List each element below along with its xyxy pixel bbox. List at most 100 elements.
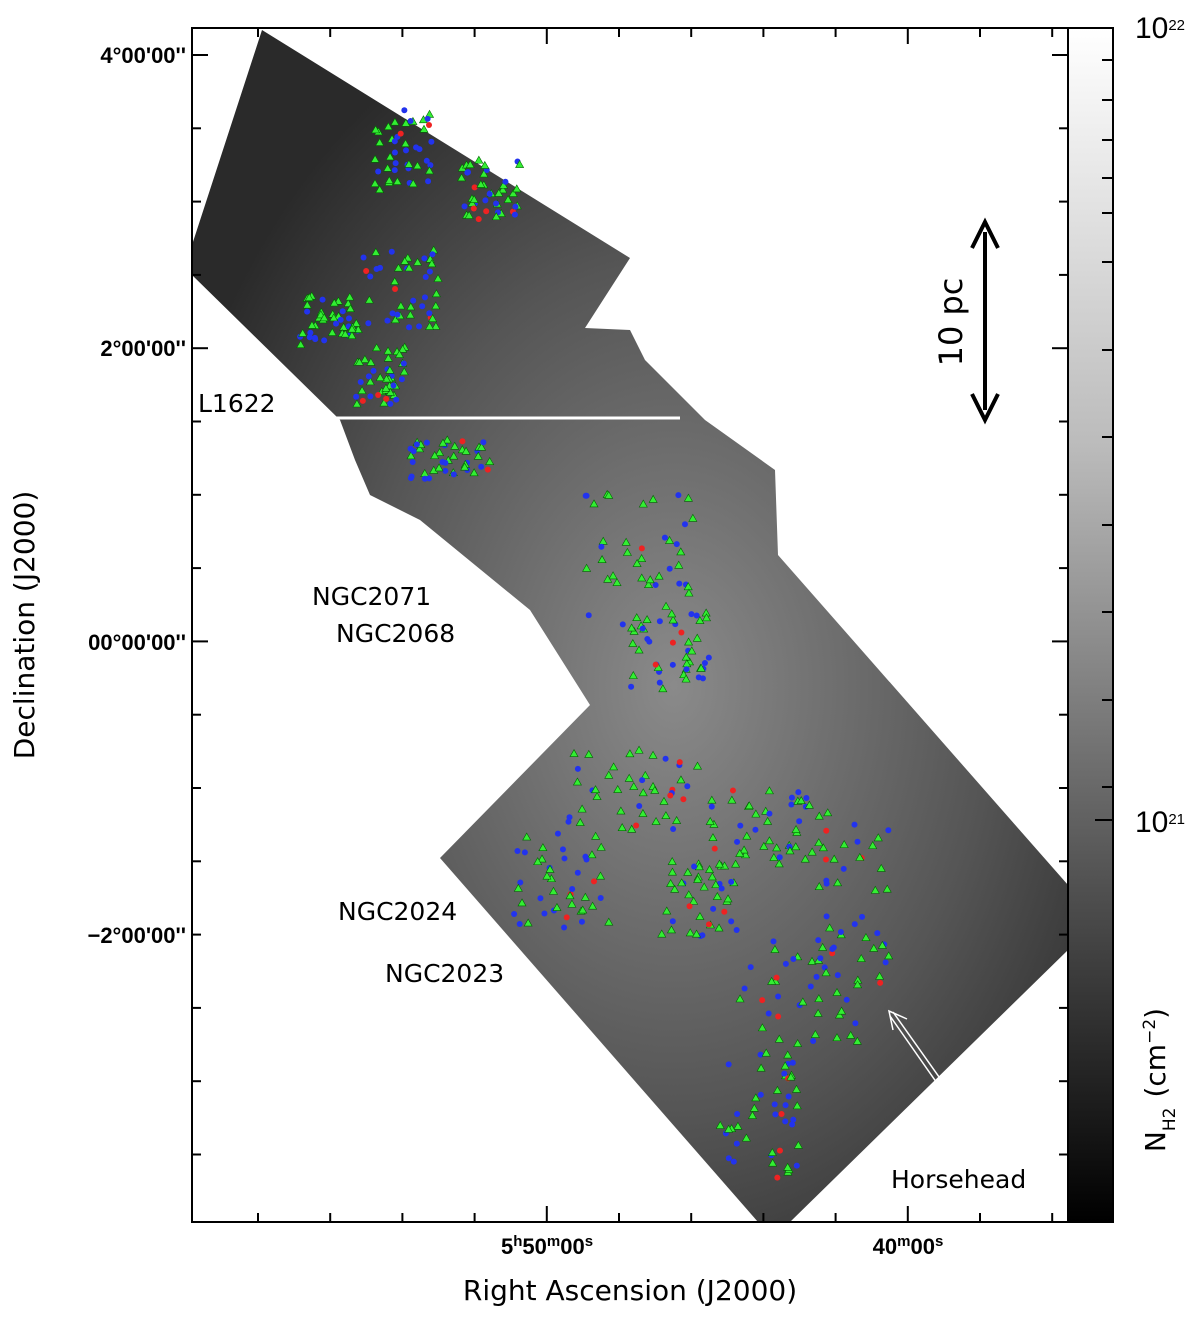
source-marker — [392, 285, 399, 292]
source-marker — [612, 578, 622, 586]
source-marker — [337, 316, 344, 323]
x-tick-label-part: 40 — [873, 1234, 897, 1259]
source-marker — [306, 334, 313, 341]
source-marker — [686, 903, 693, 910]
source-marker — [421, 255, 428, 262]
source-marker — [583, 492, 590, 499]
source-marker — [744, 801, 754, 810]
source-marker — [577, 804, 587, 813]
source-marker — [768, 1158, 778, 1167]
source-marker — [728, 878, 735, 885]
source-marker — [367, 273, 374, 280]
source-marker — [473, 451, 483, 460]
source-marker — [701, 613, 712, 622]
source-marker — [590, 785, 601, 794]
source-marker — [494, 188, 504, 197]
source-marker — [478, 463, 485, 470]
source-marker — [792, 1084, 802, 1093]
source-marker — [684, 890, 694, 899]
source-marker — [747, 964, 754, 971]
source-marker — [692, 633, 702, 642]
source-marker — [352, 399, 362, 408]
colorbar-tick-label-part: 22 — [1168, 17, 1185, 34]
source-marker — [680, 796, 687, 803]
source-marker — [870, 885, 880, 894]
source-marker — [498, 180, 509, 189]
y-axis-label: Declination (J2000) — [8, 491, 41, 760]
source-marker — [640, 770, 650, 779]
source-marker — [333, 320, 340, 327]
source-marker — [694, 862, 704, 871]
source-marker — [354, 357, 364, 366]
source-marker — [733, 1121, 743, 1130]
source-marker — [770, 938, 777, 945]
source-marker — [695, 911, 705, 920]
source-marker — [429, 251, 436, 258]
source-marker — [435, 448, 445, 456]
source-marker — [425, 178, 432, 185]
source-marker — [460, 462, 470, 471]
source-marker — [793, 1140, 803, 1149]
source-marker — [375, 168, 382, 175]
source-marker — [795, 789, 802, 796]
source-marker — [673, 541, 680, 548]
source-marker — [876, 863, 886, 872]
source-marker — [846, 1030, 856, 1039]
source-marker — [877, 979, 884, 986]
source-marker — [634, 745, 644, 754]
source-marker — [393, 263, 403, 272]
source-marker — [652, 581, 659, 588]
source-marker — [469, 468, 479, 477]
source-marker — [383, 353, 393, 362]
source-marker — [707, 872, 717, 881]
source-marker — [696, 663, 706, 672]
source-marker — [574, 869, 581, 876]
source-marker — [561, 924, 568, 931]
source-marker — [391, 149, 398, 156]
source-marker — [627, 824, 637, 833]
source-marker — [639, 625, 646, 632]
source-marker — [537, 895, 544, 902]
source-marker — [491, 212, 501, 221]
source-marker — [774, 859, 784, 868]
source-marker — [385, 365, 395, 374]
source-marker — [412, 161, 422, 170]
source-marker — [839, 840, 849, 848]
source-marker — [756, 1063, 766, 1072]
colorbar-label-part: ) — [1139, 1008, 1172, 1019]
source-marker — [669, 661, 676, 668]
source-marker — [493, 200, 500, 207]
source-marker — [823, 808, 833, 817]
source-marker — [347, 324, 357, 333]
source-marker — [622, 547, 632, 556]
source-marker — [572, 777, 582, 786]
source-marker — [757, 1023, 767, 1032]
source-marker — [434, 463, 444, 472]
source-marker — [853, 980, 863, 989]
source-marker — [804, 800, 814, 809]
source-marker — [629, 782, 639, 790]
source-marker — [774, 1174, 781, 1181]
source-marker — [464, 210, 474, 219]
source-marker — [683, 493, 693, 502]
source-marker — [817, 955, 824, 962]
colorbar-tick-label-part: 10 — [1135, 12, 1168, 45]
source-marker — [770, 944, 780, 953]
source-marker — [329, 298, 339, 307]
source-marker — [389, 310, 396, 317]
source-marker — [400, 256, 410, 265]
x-tick-label-part: m — [897, 1233, 910, 1250]
source-marker — [381, 374, 392, 383]
source-marker — [538, 843, 548, 851]
source-markers — [296, 107, 894, 1181]
source-marker — [589, 499, 599, 508]
source-marker — [699, 675, 706, 682]
source-marker — [604, 490, 614, 499]
source-marker — [695, 615, 705, 624]
source-marker — [733, 926, 740, 933]
x-tick-label-part: h — [513, 1233, 522, 1250]
source-marker — [823, 827, 830, 834]
source-marker — [650, 785, 660, 794]
y-tick-label: 4°00'00'' — [100, 43, 186, 68]
source-marker — [705, 654, 712, 661]
